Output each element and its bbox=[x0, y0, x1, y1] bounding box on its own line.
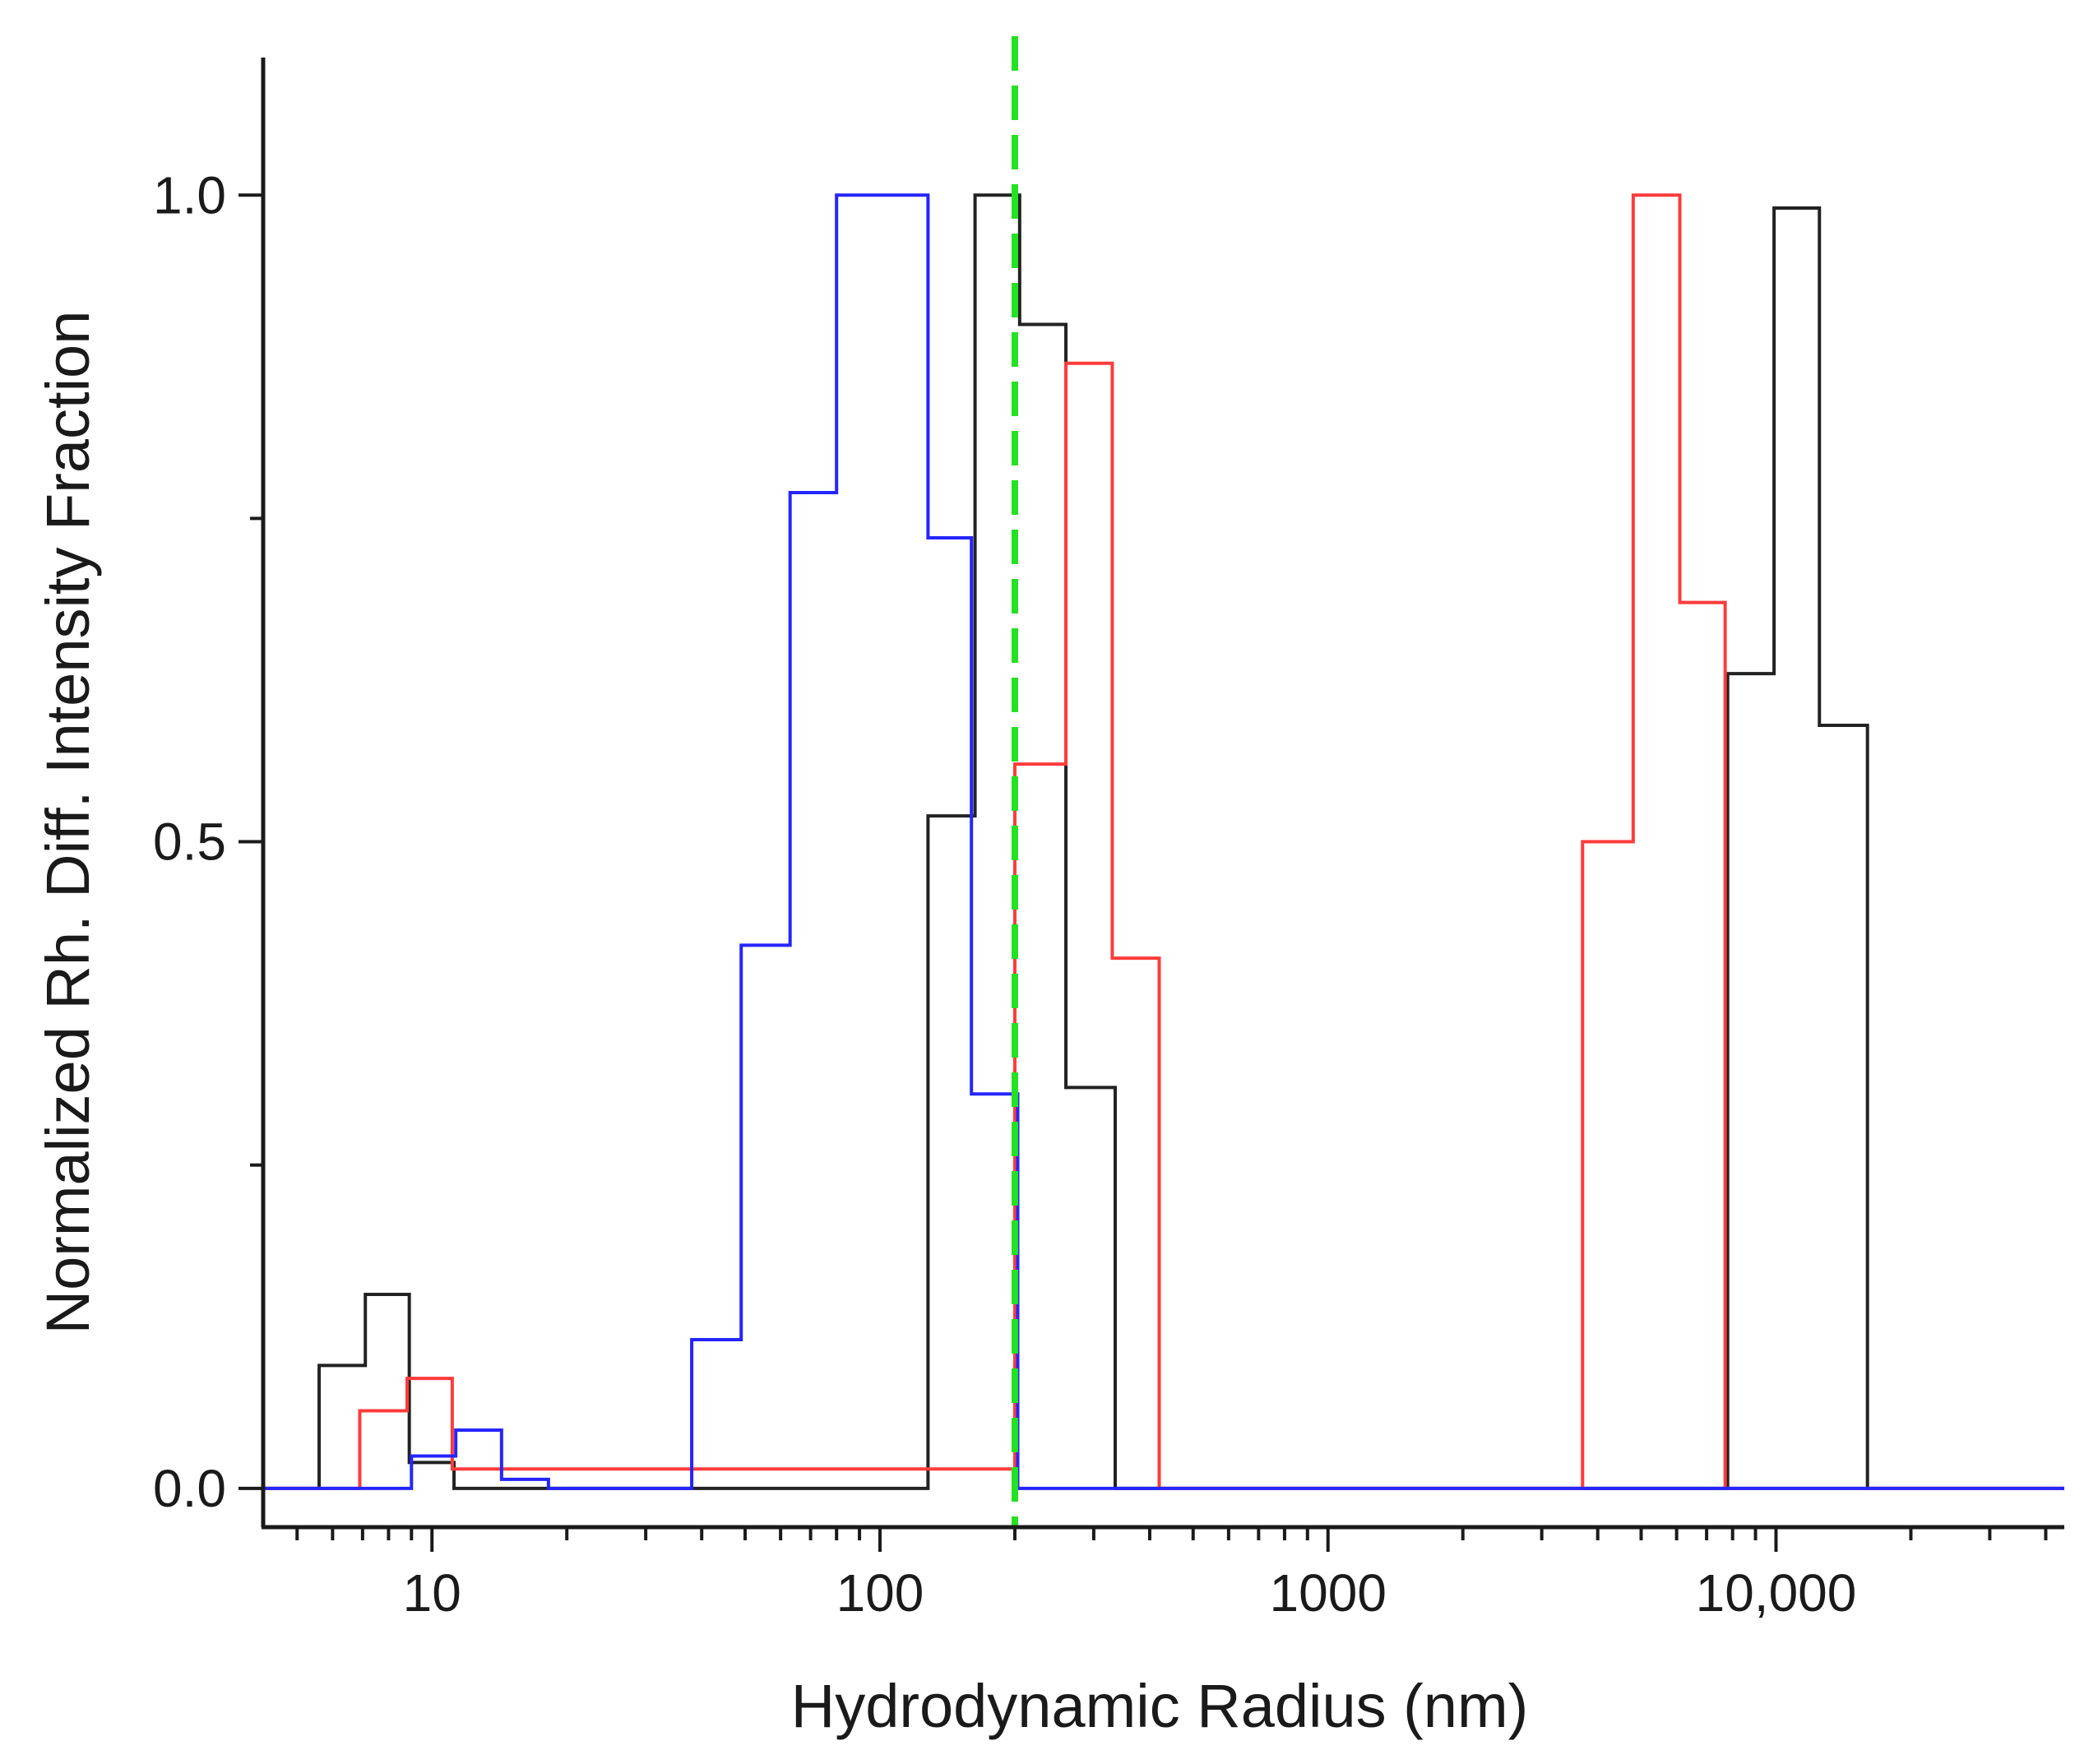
y-tick-label: 0.0 bbox=[153, 1459, 226, 1518]
series-black-line bbox=[263, 193, 2064, 1490]
x-axis-title: Hydrodynamic Radius (nm) bbox=[791, 1672, 1529, 1740]
y-axis-title: Normalized Rh. Diff. Intensity Fraction bbox=[34, 311, 102, 1335]
y-tick-label: 1.0 bbox=[153, 165, 226, 225]
series-red-line bbox=[263, 193, 2064, 1490]
tick-label-layer: 10 100 1000 10,000 0.0 0.5 1.0 bbox=[153, 165, 1856, 1623]
x-tick-label: 10,000 bbox=[1696, 1563, 1857, 1623]
series-layer bbox=[263, 193, 2064, 1490]
y-tick-label: 0.5 bbox=[153, 813, 226, 872]
axes-layer bbox=[239, 58, 2064, 1552]
x-tick-label: 1000 bbox=[1270, 1563, 1387, 1623]
x-tick-label: 10 bbox=[403, 1563, 461, 1623]
series-blue-line bbox=[263, 193, 2064, 1490]
x-tick-label: 100 bbox=[836, 1563, 924, 1623]
